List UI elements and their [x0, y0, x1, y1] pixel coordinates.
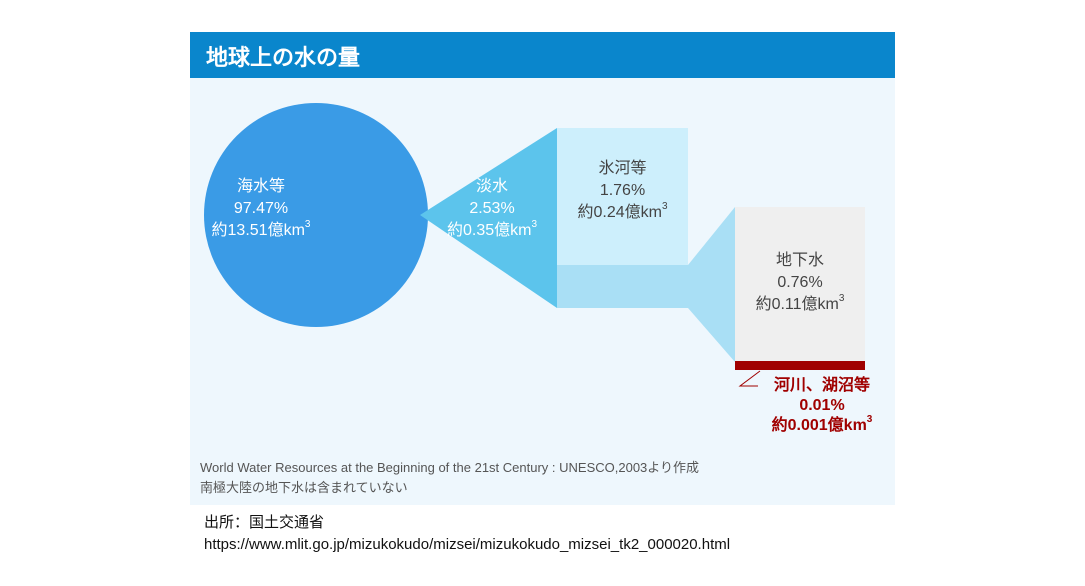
river-bar	[735, 361, 865, 370]
node-volume: 約0.001億km	[771, 417, 867, 434]
node-volume: 約13.51億km	[211, 222, 305, 239]
notes: World Water Resources at the Beginning o…	[200, 458, 699, 498]
other-fresh-box	[557, 265, 688, 308]
source-label: 出所：国土交通省	[204, 514, 325, 531]
groundwater-box	[735, 207, 865, 362]
callout-line	[738, 370, 761, 387]
node-name: 氷河等	[598, 160, 647, 177]
node-share: 2.53%	[469, 200, 515, 217]
node-name: 河川、湖沼等	[773, 377, 870, 394]
header-bar	[190, 32, 895, 78]
node-label: 淡水 2.53% 約0.35億km3	[430, 176, 554, 242]
node-share: 1.76%	[599, 182, 646, 199]
source-url: https://www.mlit.go.jp/mizukokudo/mizsei…	[204, 536, 731, 553]
exponent: 3	[304, 219, 311, 230]
node-volume: 約0.24億km	[577, 204, 662, 221]
node-share: 0.01%	[799, 397, 845, 414]
node-label: 河川、湖沼等 0.01% 約0.001億km3	[752, 376, 892, 436]
note: 南極大陸の地下水は含まれていない	[200, 480, 408, 495]
node-label: 海水等 97.47% 約13.51億km3	[196, 176, 326, 242]
freshwater-wedge	[420, 128, 557, 308]
groundwater-wedge	[688, 207, 735, 362]
title: 地球上の水の量	[206, 45, 361, 70]
node-volume: 約0.11億km	[755, 296, 839, 313]
glacier-box	[557, 128, 688, 265]
node-name: 地下水	[775, 252, 824, 269]
node-label: 地下水 0.76% 約0.11億km3	[735, 250, 865, 316]
exponent: 3	[838, 293, 845, 304]
seawater-circle	[204, 103, 428, 327]
source: 出所：国土交通省 https://www.mlit.go.jp/mizukokud…	[204, 512, 730, 556]
exponent: 3	[661, 201, 668, 212]
exponent: 3	[531, 219, 538, 230]
note: World Water Resources at the Beginning o…	[200, 460, 700, 475]
exponent: 3	[866, 414, 873, 425]
node-share: 0.76%	[777, 274, 823, 291]
node-name: 海水等	[236, 178, 285, 195]
node-name: 淡水	[475, 178, 508, 195]
node-share: 97.47%	[233, 200, 289, 217]
node-label: 氷河等 1.76% 約0.24億km3	[557, 158, 688, 224]
node-volume: 約0.35億km	[446, 222, 532, 239]
